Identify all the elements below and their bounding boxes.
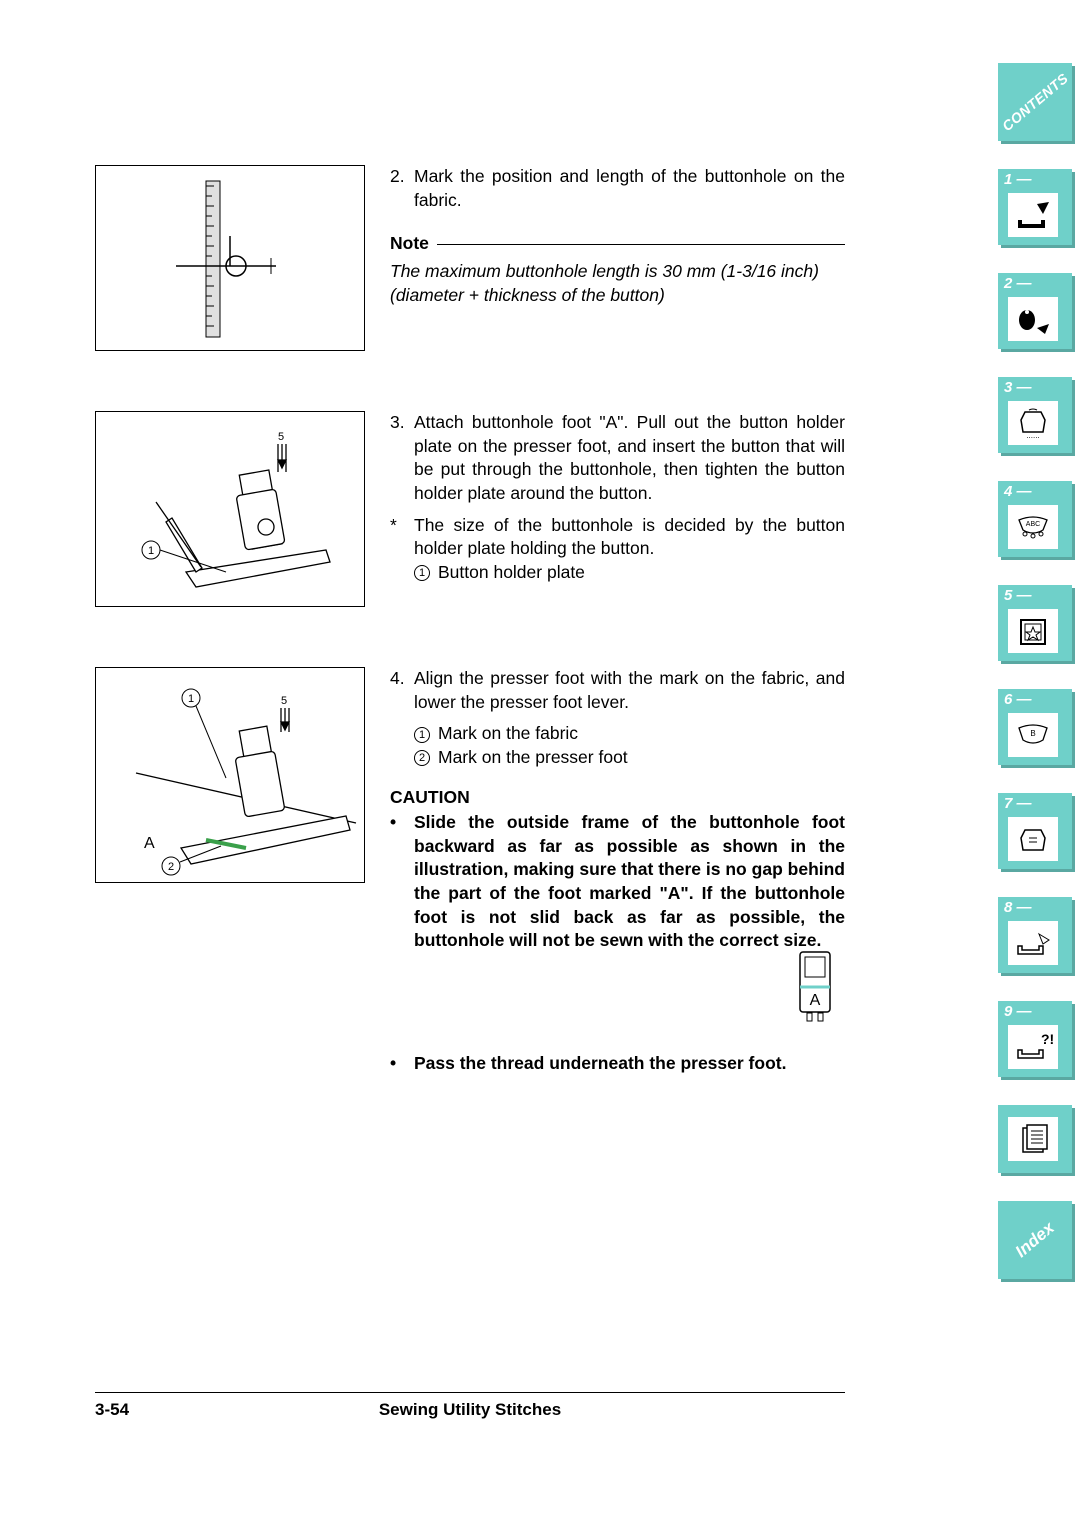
note-heading: Note <box>390 232 845 256</box>
fig3-scale-5: 5 <box>281 695 287 707</box>
step-4-number: 4. <box>390 667 414 714</box>
tab-1-icon <box>1008 193 1058 237</box>
step-4-body: Align the presser foot with the mark on … <box>414 667 845 714</box>
note-label: Note <box>390 232 429 256</box>
note-body: The maximum buttonhole length is 30 mm (… <box>390 260 845 307</box>
fig2-scale-5: 5 <box>278 431 284 443</box>
tab-3-icon: ...... <box>1008 401 1058 445</box>
tab-9-number: 9 — <box>1004 1003 1032 1020</box>
tab-5-icon <box>1008 609 1058 653</box>
step-2-body: Mark the position and length of the butt… <box>414 165 845 212</box>
tab-appendix-icon <box>1008 1117 1058 1161</box>
step-3-text: 3. Attach buttonhole foot "A". Pull out … <box>365 411 845 584</box>
step-3-callout-1-text: Button holder plate <box>438 561 845 585</box>
step-3-star: * <box>390 514 414 561</box>
tab-section-3[interactable]: 3 — ...... <box>998 377 1072 453</box>
manual-page: 2. Mark the position and length of the b… <box>0 0 1080 1523</box>
caution-heading: CAUTION <box>390 786 845 810</box>
bullet-dot-1: • <box>390 811 414 953</box>
step-3-row: 5 1 3. Attach buttonhole foot "A". Pull … <box>95 411 845 607</box>
tab-3-number: 3 — <box>1004 379 1032 396</box>
tab-appendix[interactable] <box>998 1105 1072 1173</box>
fig3-callout-2: 2 <box>168 861 174 873</box>
step-3-body: Attach buttonhole foot "A". Pull out the… <box>414 411 845 506</box>
tab-section-9[interactable]: 9 — ?! <box>998 1001 1072 1077</box>
illustration-step-3: 5 1 <box>95 411 365 607</box>
tab-index-label: Index <box>1012 1218 1059 1262</box>
step-4-row: 5 A 1 2 4. Align the presser foot with t… <box>95 667 845 1079</box>
illustration-step-2 <box>95 165 365 351</box>
tab-section-5[interactable]: 5 — <box>998 585 1072 661</box>
tab-section-2[interactable]: 2 — <box>998 273 1072 349</box>
footer-title: Sewing Utility Stitches <box>175 1400 765 1420</box>
step-3-number: 3. <box>390 411 414 506</box>
tab-8-icon <box>1008 921 1058 965</box>
step-2-number: 2. <box>390 165 414 212</box>
tab-contents-label: CONTENTS <box>999 70 1071 134</box>
tab-2-number: 2 — <box>1004 275 1032 292</box>
tab-5-number: 5 — <box>1004 587 1032 604</box>
step-4-callout-2-text: Mark on the presser foot <box>438 746 845 770</box>
step-2-text: 2. Mark the position and length of the b… <box>365 165 845 307</box>
step-4-text: 4. Align the presser foot with the mark … <box>365 667 845 1079</box>
footer-rule <box>95 1392 845 1393</box>
tab-4-icon: ABC <box>1008 505 1058 549</box>
tab-1-number: 1 — <box>1004 171 1032 188</box>
tab-4-number: 4 — <box>1004 483 1032 500</box>
caution-bullet-1: Slide the outside frame of the buttonhol… <box>414 811 845 953</box>
bullet-dot-2: • <box>390 1052 414 1076</box>
tab-index[interactable]: Index <box>998 1201 1072 1279</box>
fig3-label-a: A <box>144 835 155 852</box>
step-4-callout-1-mark: 1 <box>414 722 438 746</box>
page-footer: 3-54 Sewing Utility Stitches <box>95 1400 845 1420</box>
tab-section-7[interactable]: 7 — <box>998 793 1072 869</box>
svg-text:ABC: ABC <box>1026 521 1040 528</box>
svg-text:A: A <box>810 992 821 1009</box>
tab-7-icon <box>1008 817 1058 861</box>
note-rule <box>437 244 845 245</box>
tab-2-icon <box>1008 297 1058 341</box>
tab-8-number: 8 — <box>1004 899 1032 916</box>
step-2-row: 2. Mark the position and length of the b… <box>95 165 845 351</box>
svg-text:......: ...... <box>1026 431 1039 440</box>
step-3-star-text: The size of the buttonhole is decided by… <box>414 514 845 561</box>
svg-text:?!: ?! <box>1041 1031 1053 1047</box>
tab-contents[interactable]: CONTENTS <box>998 63 1072 141</box>
fig2-callout-1: 1 <box>148 545 154 557</box>
main-content: 2. Mark the position and length of the b… <box>95 165 845 1079</box>
inline-diagram-a: A <box>390 947 845 1034</box>
caution-bullet-2: Pass the thread underneath the presser f… <box>414 1052 845 1076</box>
svg-text:B: B <box>1030 729 1035 738</box>
page-number: 3-54 <box>95 1400 175 1420</box>
tab-7-number: 7 — <box>1004 795 1032 812</box>
tab-section-6[interactable]: 6 — B <box>998 689 1072 765</box>
step-4-callout-1-text: Mark on the fabric <box>438 722 845 746</box>
tab-6-number: 6 — <box>1004 691 1032 708</box>
side-tabs: CONTENTS 1 — 2 — 3 — ...... 4 — ABC <box>998 63 1080 1307</box>
step-4-callout-2-mark: 2 <box>414 746 438 770</box>
tab-section-8[interactable]: 8 — <box>998 897 1072 973</box>
step-3-callout-1-mark: 1 <box>414 561 438 585</box>
illustration-step-4: 5 A 1 2 <box>95 667 365 883</box>
tab-section-1[interactable]: 1 — <box>998 169 1072 245</box>
tab-6-icon: B <box>1008 713 1058 757</box>
tab-9-icon: ?! <box>1008 1025 1058 1069</box>
tab-section-4[interactable]: 4 — ABC <box>998 481 1072 557</box>
fig3-callout-1: 1 <box>188 693 194 705</box>
